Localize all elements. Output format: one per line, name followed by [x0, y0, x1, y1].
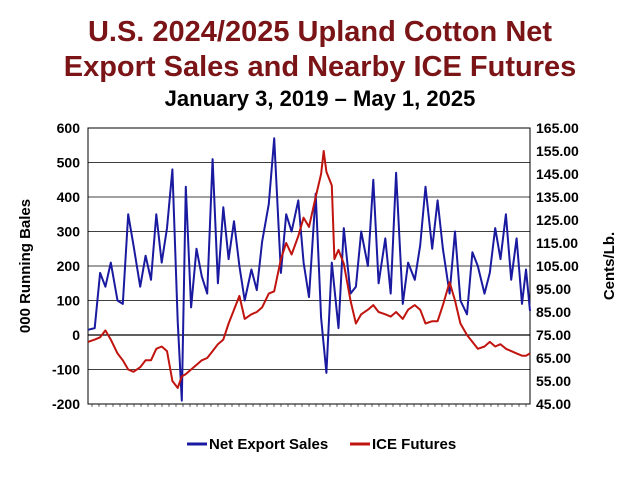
left-tick-label: 300 [57, 224, 81, 240]
chart-subtitle: January 3, 2019 – May 1, 2025 [164, 86, 476, 111]
left-tick-label: -200 [52, 396, 80, 412]
right-tick-label: 135.00 [536, 189, 579, 205]
left-axis-label: 000 Running Bales [17, 199, 34, 333]
gridlines [88, 127, 530, 405]
right-axis-tick-labels: 165.00 155.00 145.00 135.00 125.00 115.00 105.… [536, 120, 579, 412]
series-lines [87, 137, 531, 402]
left-tick-label: 500 [57, 155, 81, 171]
left-tick-label: 100 [57, 293, 81, 309]
right-tick-label: 155.00 [536, 143, 579, 159]
legend: Net Export Sales ICE Futures [187, 436, 456, 453]
right-tick-label: 165.00 [536, 120, 579, 136]
chart-title-line2: Export Sales and Nearby ICE Futures [63, 51, 577, 83]
right-tick-label: 45.00 [536, 396, 571, 412]
left-tick-label: 0 [72, 327, 80, 343]
right-tick-label: 55.00 [536, 373, 571, 389]
left-tick-label: 400 [57, 189, 81, 205]
x-axis-ticks [91, 404, 527, 407]
left-tick-label: 600 [57, 120, 81, 136]
series-line-ice-futures [87, 150, 531, 389]
right-tick-label: 145.00 [536, 166, 579, 182]
right-axis-label: Cents/Lb. [601, 232, 618, 300]
left-axis-tick-labels: 600 500 400 300 200 100 0 -100 -200 [52, 120, 80, 412]
series-line-net-export-sales [87, 137, 531, 402]
legend-label-net-export-sales: Net Export Sales [209, 436, 328, 453]
right-tick-label: 65.00 [536, 350, 571, 366]
right-tick-label: 115.00 [536, 235, 578, 251]
left-tick-label: -100 [52, 362, 80, 378]
right-tick-label: 85.00 [536, 304, 571, 320]
right-tick-label: 95.00 [536, 281, 571, 297]
right-tick-label: 125.00 [536, 212, 579, 228]
legend-label-ice-futures: ICE Futures [372, 436, 456, 453]
chart-title-line1: U.S. 2024/2025 Upland Cotton Net [87, 16, 553, 48]
left-tick-label: 200 [57, 258, 81, 274]
right-tick-label: 105.00 [536, 258, 579, 274]
right-tick-label: 75.00 [536, 327, 571, 343]
